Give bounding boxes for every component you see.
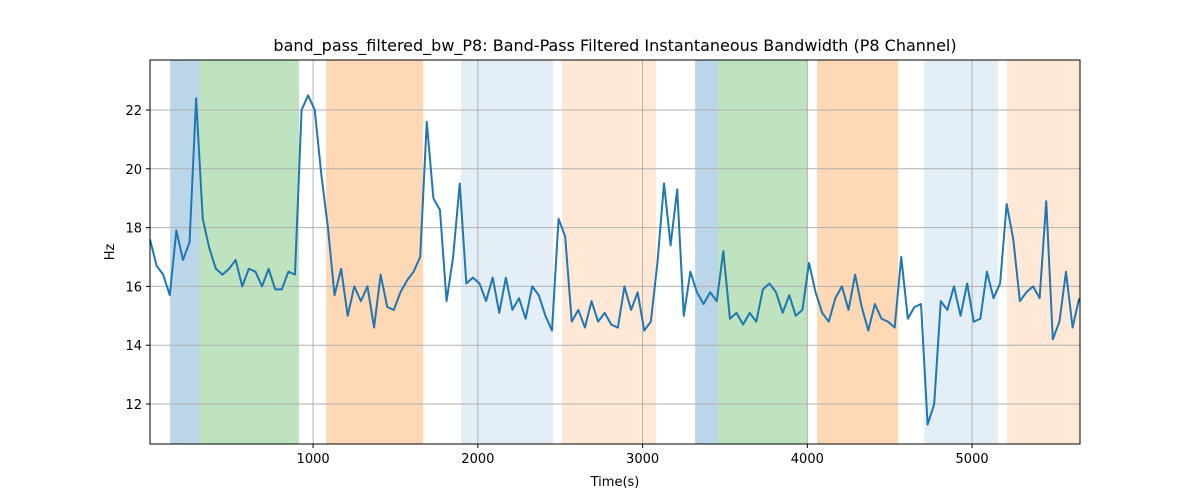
shaded-span [817, 60, 899, 444]
plot-frame [149, 59, 1081, 445]
shaded-span [718, 60, 808, 444]
y-tick-label: 20 [125, 163, 142, 178]
shaded-span [695, 60, 719, 444]
x-tick-label: 3000 [626, 452, 659, 467]
x-tick-label: 2000 [461, 452, 494, 467]
y-tick-label: 18 [125, 222, 142, 237]
x-axis-label: Time(s) [590, 475, 640, 490]
data-line [149, 94, 1081, 426]
shaded-span [461, 60, 554, 444]
x-tick-label: 4000 [791, 452, 824, 467]
y-tick-label: 22 [125, 104, 142, 119]
y-tick-label: 12 [125, 398, 142, 413]
y-tick-label: 14 [125, 339, 142, 354]
y-tick-label: 16 [125, 280, 142, 295]
x-tick-label: 1000 [297, 452, 330, 467]
x-tick-label: 5000 [956, 452, 989, 467]
y-axis-label: Hz [103, 244, 118, 261]
shaded-span [326, 60, 424, 444]
chart-title: band_pass_filtered_bw_P8: Band-Pass Filt… [273, 36, 956, 56]
shaded-span [562, 60, 657, 444]
shaded-span [199, 60, 300, 444]
